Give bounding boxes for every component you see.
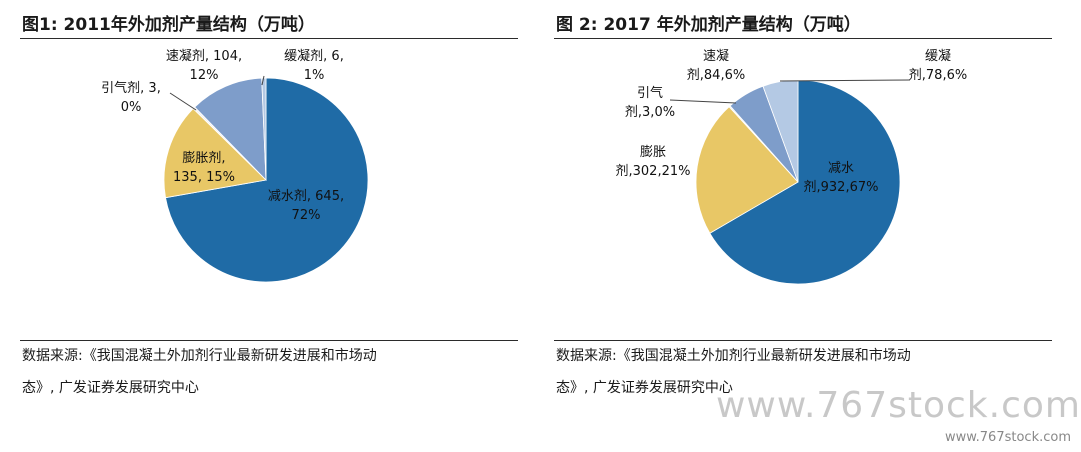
slice-label-引气剂: 引气剂,3,0%: [625, 85, 675, 120]
slice-label-减水剂: 减水剂, 645, 72%: [268, 189, 344, 223]
chart-panel-2017: 图 2: 2017 年外加剂产量结构（万吨） 减水剂,932,67% 膨胀剂,30…: [540, 0, 1081, 452]
title-rule: [20, 38, 518, 39]
pie-chart-2011: 减水剂, 645, 72% 膨胀剂, 135, 15% 引气剂, 3, 0%速凝剂, 10…: [101, 48, 369, 283]
watermark-large: www.767stock.com: [715, 385, 1081, 426]
pie-chart-2017: 减水剂,932,67% 膨胀剂,302,21% 引气剂,3,0% 速凝剂,84,6% 缓…: [616, 48, 967, 285]
source-rule: [554, 340, 1052, 341]
figure-title: 图1: 2011年外加剂产量结构（万吨）: [22, 15, 315, 35]
slice-label-缓凝剂: 缓凝剂,78,6%: [909, 48, 967, 83]
slice-label-膨胀剂: 膨胀剂, 135, 15%: [173, 151, 235, 185]
pie-slice-速凝剂: [194, 77, 267, 182]
source-line-1: 数据来源:《我国混凝土外加剂行业最新研发进展和市场动: [22, 348, 377, 364]
leader-line-缓凝剂: [261, 75, 265, 86]
chart-panel-2011: 图1: 2011年外加剂产量结构（万吨） 减水剂, 645, 72% 膨胀剂, 135…: [0, 0, 530, 452]
source-line-1: 数据来源:《我国混凝土外加剂行业最新研发进展和市场动: [556, 348, 911, 364]
leader-line-引气剂: [669, 99, 737, 104]
slice-label-速凝剂: 速凝剂, 104, 12%: [166, 48, 242, 83]
pie-slice-减水剂: [165, 77, 369, 283]
pie-slice-膨胀剂: [163, 108, 267, 199]
source-note: 数据来源:《我国混凝土外加剂行业最新研发进展和市场动 态》, 广发证券发展研究中…: [22, 340, 377, 404]
pie-slice-缓凝剂: [762, 79, 799, 183]
leader-line-缓凝剂: [779, 79, 911, 82]
source-note: 数据来源:《我国混凝土外加剂行业最新研发进展和市场动 态》, 广发证券发展研究中…: [556, 340, 911, 404]
slice-label-引气剂: 引气剂, 3, 0%: [101, 80, 161, 115]
slice-label-膨胀剂: 膨胀剂,302,21%: [616, 145, 691, 179]
source-line-2: 态》, 广发证券发展研究中心: [556, 380, 733, 396]
figure-title: 图 2: 2017 年外加剂产量结构（万吨）: [556, 15, 861, 35]
source-line-2: 态》, 广发证券发展研究中心: [22, 380, 199, 396]
slice-label-减水剂: 减水剂,932,67%: [804, 161, 879, 195]
slice-label-速凝剂: 速凝剂,84,6%: [687, 48, 745, 83]
pie-slice-膨胀剂: [695, 106, 799, 234]
pie-slice-减水剂: [709, 79, 901, 285]
watermark-small: www.767stock.com: [944, 430, 1071, 445]
title-rule: [554, 38, 1052, 39]
slice-label-缓凝剂: 缓凝剂, 6, 1%: [284, 48, 344, 83]
leader-line-引气剂: [169, 92, 197, 111]
source-rule: [20, 340, 518, 341]
